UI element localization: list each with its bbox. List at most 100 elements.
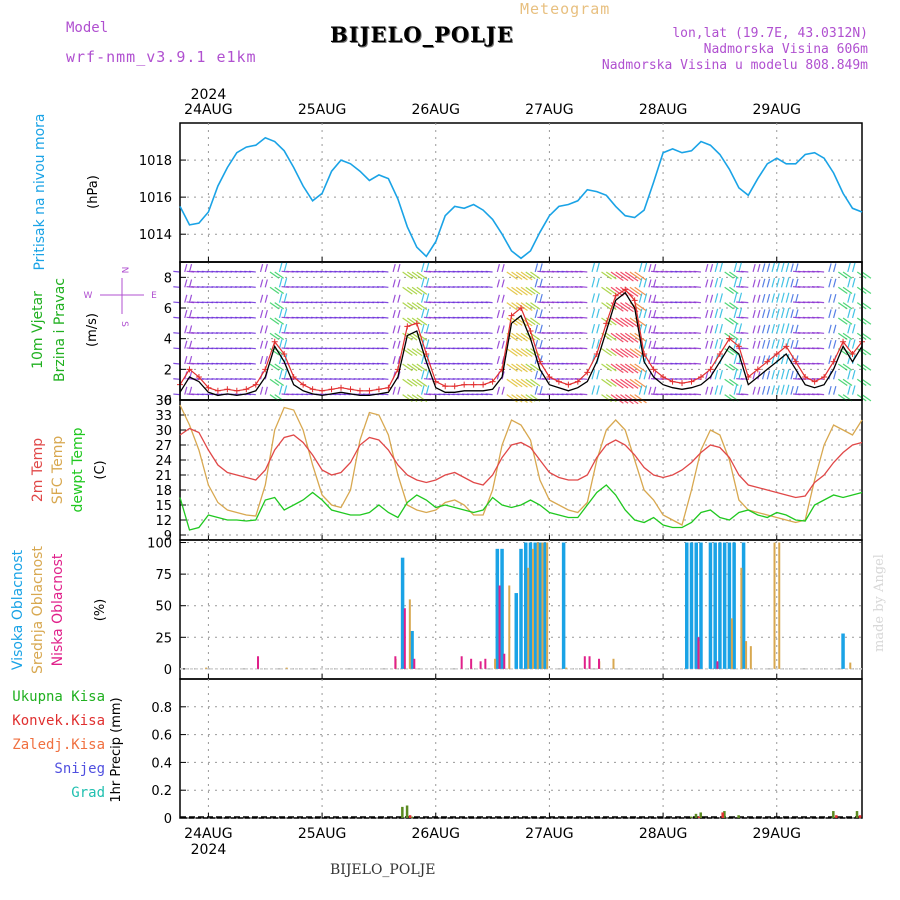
wind-barb xyxy=(705,294,709,303)
wind-barb xyxy=(761,324,766,334)
wind-barb xyxy=(643,323,648,334)
wind-gust-point xyxy=(660,374,667,380)
wind-barb xyxy=(591,339,596,349)
wind-barb xyxy=(766,293,771,303)
wind-barb xyxy=(693,393,702,396)
wind-barbs-group xyxy=(173,261,872,405)
wind-frame-overlay xyxy=(179,261,863,401)
wind-barb xyxy=(173,270,181,273)
wind-gust-point xyxy=(840,338,847,345)
wind-barb xyxy=(402,271,413,280)
wind-barb xyxy=(828,355,832,365)
wind-barb xyxy=(485,378,493,380)
wind-barb xyxy=(425,369,430,380)
x-top-date-label-0: 24AUG xyxy=(184,102,233,118)
pressure-axis-title: Pritisak na nivou mora xyxy=(32,113,48,270)
wind-barb xyxy=(620,302,634,313)
wind-barb xyxy=(729,286,739,295)
precip-bar-0 xyxy=(699,812,702,818)
wind-barb xyxy=(842,302,853,310)
wind-barb xyxy=(705,279,709,288)
temp-line-0 xyxy=(179,427,863,499)
wind-barb xyxy=(776,293,780,303)
wind-gust-point xyxy=(830,358,837,365)
wind-barb xyxy=(620,348,634,359)
wind-barb xyxy=(780,338,785,349)
temp-legend-2m: 2m Temp xyxy=(30,438,46,502)
wind-barb xyxy=(629,378,643,389)
precip-legend-2: Zaledj.Kisa xyxy=(12,737,105,753)
wind-barb xyxy=(264,279,268,288)
wind-barb xyxy=(420,293,425,303)
x-bottom-date-label-1: 25AUG xyxy=(298,826,347,842)
wind-barb xyxy=(729,332,739,341)
wind-barb xyxy=(785,353,790,365)
wind-gust-point xyxy=(622,286,629,293)
wind-barb xyxy=(264,386,268,395)
wind-barb xyxy=(248,378,256,380)
wind-barb xyxy=(724,363,734,371)
precip-bar-1 xyxy=(408,815,412,818)
wind-gust-point xyxy=(802,374,809,380)
wind-barb xyxy=(496,279,500,288)
wind-gust-point xyxy=(527,328,534,334)
wind-barb xyxy=(269,302,280,310)
wind-barb xyxy=(851,293,856,303)
wind-barb xyxy=(525,302,536,310)
wind-gust-point xyxy=(631,297,638,304)
wind-barb xyxy=(761,355,766,365)
precip-legend-3: Snijeg xyxy=(54,761,105,777)
wind-barb xyxy=(525,271,536,280)
wind-gust-point xyxy=(726,335,733,342)
wind-barb xyxy=(416,363,428,372)
wind-barb xyxy=(766,278,771,288)
wind-barb xyxy=(847,277,851,288)
wind-gust-point xyxy=(508,312,515,319)
wind-gust-point xyxy=(707,366,714,373)
wind-barb xyxy=(776,339,780,349)
cloud-bar-2 xyxy=(470,658,473,669)
wind-barb xyxy=(425,262,430,273)
wind-barb xyxy=(392,263,396,273)
wind-barb xyxy=(740,286,749,288)
cloud-bar-1 xyxy=(494,658,497,669)
wind-barb xyxy=(634,271,647,281)
wind-barb xyxy=(729,378,739,387)
cloud-ytick-label-4: 100 xyxy=(147,537,172,552)
wind-barb xyxy=(740,393,749,396)
page-title: BIJELO_POLJE xyxy=(330,22,514,47)
cloud-bar-0 xyxy=(689,542,694,669)
wind-gust-point xyxy=(375,386,382,393)
wind-barb xyxy=(738,292,743,303)
wind-barb xyxy=(605,363,617,372)
wind-barb xyxy=(264,294,268,303)
wind-barb xyxy=(842,363,853,371)
wind-barb xyxy=(515,363,528,373)
wind-barb xyxy=(501,386,505,395)
wind-barb xyxy=(610,348,624,358)
cloud-bar-1 xyxy=(536,542,539,669)
wind-gust-point xyxy=(584,369,591,376)
wind-barb xyxy=(653,309,657,319)
wind-barb xyxy=(705,309,709,319)
wind-barb xyxy=(596,308,600,319)
wind-gust-point xyxy=(612,292,619,299)
precip-bar-0 xyxy=(855,811,859,818)
wind-barb xyxy=(264,355,268,365)
wind-barb xyxy=(188,325,193,334)
wind-barb xyxy=(402,302,413,310)
wind-barb xyxy=(406,348,418,356)
wind-barb xyxy=(248,286,256,288)
wind-barb xyxy=(816,270,825,273)
wind-barb xyxy=(173,378,181,380)
wind-barb xyxy=(596,369,600,380)
wind-barb xyxy=(752,279,756,288)
wind-barb xyxy=(534,293,539,303)
wind-barb xyxy=(761,339,766,349)
cloud-bar-1 xyxy=(205,667,208,669)
precip-bar-0 xyxy=(405,805,409,818)
cloud-bar-0 xyxy=(699,542,703,669)
wind-barb xyxy=(506,378,518,388)
wind-barb xyxy=(173,301,181,304)
wind-barb xyxy=(278,262,283,273)
